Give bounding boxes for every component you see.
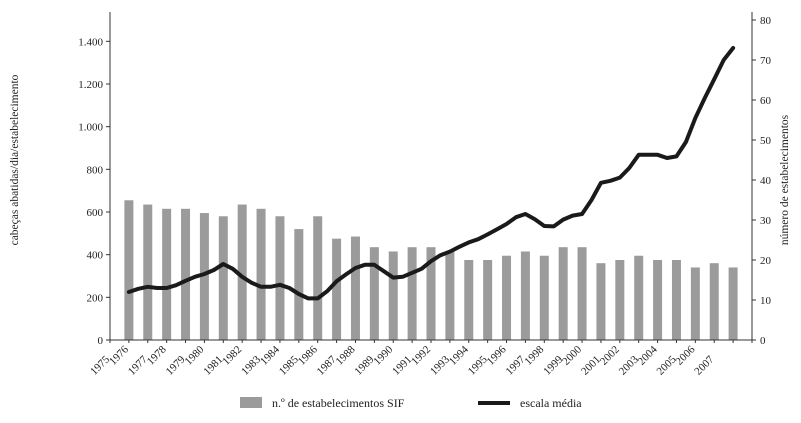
- bar-1979: [181, 209, 190, 340]
- bar-1986: [313, 216, 322, 340]
- bar-2006: [691, 267, 700, 340]
- bar-2004: [653, 260, 662, 340]
- y-axis-right-title: número de estabelecimentos: [779, 114, 791, 245]
- y-right-tick-label: 0: [760, 335, 766, 347]
- x-tick-label: 1988: [334, 343, 358, 367]
- bar-1987: [332, 239, 341, 340]
- bar-1995: [483, 260, 492, 340]
- bar-1989: [370, 247, 379, 340]
- y-left-tick-label: 1.000: [78, 122, 103, 134]
- bar-1978: [162, 209, 171, 340]
- bar-1990: [389, 251, 398, 340]
- y-right-tick-label: 60: [760, 95, 772, 107]
- bar-1988: [351, 237, 360, 340]
- y-axis-left-title: cabeças abatidas/dia/estabelecimento: [9, 74, 21, 245]
- bar-2001: [596, 263, 605, 340]
- bar-2002: [615, 260, 624, 340]
- bar-1993: [445, 251, 454, 340]
- y-right-tick-label: 10: [760, 295, 772, 307]
- y-right-tick-label: 80: [760, 15, 772, 27]
- y-left-tick-label: 800: [87, 164, 104, 176]
- bar-2007: [710, 263, 719, 340]
- y-left-tick-label: 1.200: [78, 79, 103, 91]
- bar-1991: [408, 247, 417, 340]
- bar-2008: [729, 267, 738, 340]
- bar-1998: [540, 256, 549, 340]
- bar-1984: [275, 216, 284, 340]
- legend: n.º de estabelecimentos SIF escala média: [240, 396, 582, 410]
- bar-1996: [502, 256, 511, 340]
- x-tick-label: 1984: [258, 343, 282, 367]
- bar-1977: [143, 205, 152, 340]
- y-left-tick-label: 1.400: [78, 36, 103, 48]
- x-tick-label: 1990: [371, 343, 395, 367]
- x-tick-label: 1992: [409, 344, 433, 368]
- bar-1997: [521, 251, 530, 340]
- y-right-tick-label: 20: [760, 255, 772, 267]
- x-tick-label: 1978: [145, 343, 169, 367]
- bar-2003: [634, 256, 643, 340]
- y-right-tick-label: 30: [760, 215, 772, 227]
- x-tick-label: 2004: [636, 343, 660, 367]
- y-left-tick-label: 600: [87, 207, 104, 219]
- y-right-tick-label: 50: [760, 135, 772, 147]
- x-tick-label: 2006: [673, 343, 697, 367]
- bar-1994: [464, 260, 473, 340]
- x-tick-label: 1996: [485, 343, 509, 367]
- x-tick-label: 2000: [560, 343, 584, 367]
- legend-bar-swatch: [240, 397, 262, 408]
- bar-1976: [124, 200, 133, 340]
- y-left-tick-label: 200: [87, 292, 104, 304]
- bar-1981: [219, 216, 228, 340]
- y-left-tick-label: 400: [87, 250, 104, 262]
- bar-2000: [578, 247, 587, 340]
- y-right-tick-label: 70: [760, 55, 772, 67]
- y-right-tick-label: 40: [760, 175, 772, 187]
- bar-1985: [294, 229, 303, 340]
- bar-1983: [257, 209, 266, 340]
- x-tick-label: 2002: [598, 344, 622, 368]
- x-tick-label: 1986: [296, 343, 320, 367]
- y-left-tick-label: 0: [98, 335, 104, 347]
- x-tick-label: 1998: [522, 343, 546, 367]
- legend-line-label: escala média: [520, 396, 582, 410]
- x-tick-label: 1982: [220, 344, 244, 368]
- x-tick-label: 2007: [692, 353, 716, 377]
- x-tick-label: 1994: [447, 343, 471, 367]
- legend-bar-label: n.º de estabelecimentos SIF: [272, 396, 405, 410]
- x-tick-label: 1980: [182, 343, 206, 367]
- bar-2005: [672, 260, 681, 340]
- bar-1999: [559, 247, 568, 340]
- x-tick-label: 1976: [107, 343, 131, 367]
